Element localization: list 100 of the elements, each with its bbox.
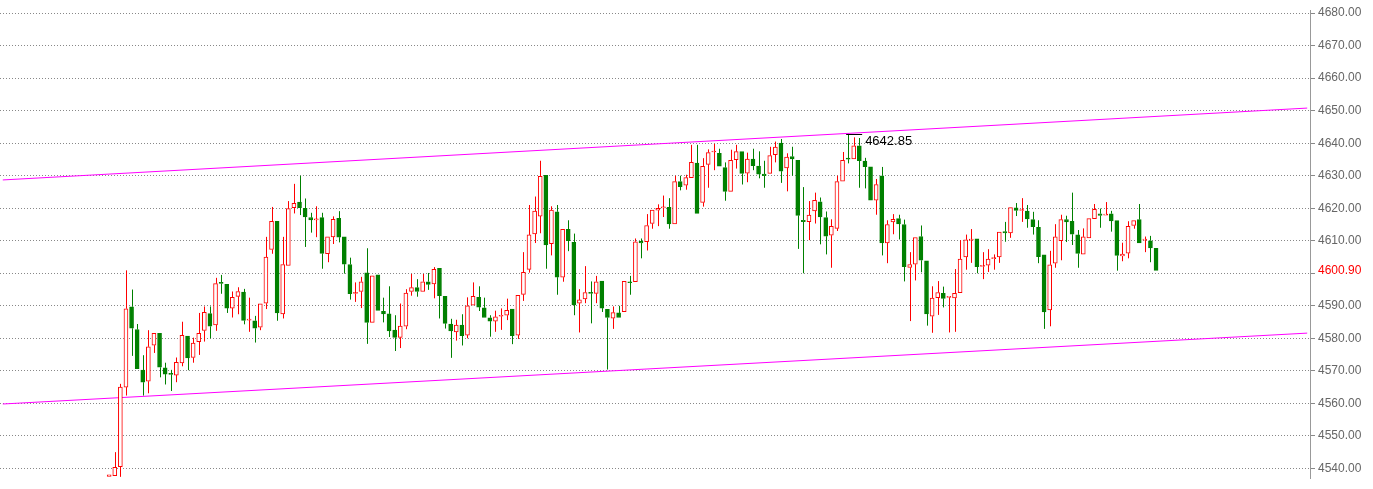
candlestick (185, 335, 190, 371)
candlestick (963, 234, 969, 271)
candlestick (638, 237, 644, 259)
candlestick (661, 195, 666, 218)
candlestick (409, 273, 414, 297)
candlestick (532, 196, 537, 244)
candlestick (1108, 210, 1114, 233)
candlestick (118, 383, 123, 478)
candlestick (705, 148, 711, 189)
candlestick (420, 273, 425, 292)
candlestick (364, 247, 370, 345)
candlestick (605, 309, 610, 371)
y-tick-label: 4590.00 (1318, 298, 1362, 313)
candlestick (341, 236, 347, 275)
candlestick (392, 314, 398, 352)
candlestick (857, 137, 862, 189)
candlestick (297, 175, 302, 216)
candlestick (1052, 223, 1058, 269)
candlestick (896, 214, 901, 240)
candlestick (140, 354, 146, 397)
candlestick (829, 218, 834, 269)
candlestick (644, 213, 649, 252)
candlestick (280, 236, 286, 319)
candlestick (453, 319, 459, 342)
candlestick (968, 228, 974, 264)
candlestick (230, 290, 235, 319)
candlestick (1075, 229, 1080, 269)
candlestick (224, 284, 230, 314)
candlestick (157, 333, 162, 378)
candlestick (885, 219, 890, 264)
candlestick (745, 152, 750, 183)
candlestick (129, 289, 134, 357)
candlestick (202, 305, 207, 343)
candlestick (571, 233, 577, 316)
candlestick (756, 150, 761, 179)
candlestick (868, 166, 873, 201)
candlestick (1092, 203, 1097, 219)
annotation: 4642.85 (865, 133, 913, 149)
candlestick (1148, 235, 1153, 263)
candlestick (241, 288, 246, 325)
candlestick (912, 237, 918, 281)
y-tick-label: 4620.00 (1318, 200, 1362, 215)
candlestick (599, 280, 605, 313)
candlestick (879, 166, 885, 256)
y-tick-label: 4670.00 (1318, 37, 1362, 52)
candlestick (823, 210, 829, 255)
candlestick (940, 286, 946, 308)
candlestick (146, 329, 151, 394)
candlestick (1136, 203, 1142, 244)
candlestick (1131, 220, 1136, 230)
candlestick (257, 303, 263, 331)
candlestick (996, 231, 1002, 264)
candlestick (739, 151, 745, 185)
candlestick (560, 229, 565, 283)
candlestick (112, 451, 118, 476)
y-tick-label: 4610.00 (1318, 233, 1362, 248)
candlestick (285, 200, 291, 266)
candlestick (700, 157, 705, 208)
y-tick-label: 4630.00 (1318, 168, 1362, 183)
candlestick (1064, 215, 1069, 243)
y-tick-label: 4560.00 (1318, 395, 1362, 410)
y-tick-label: 4640.00 (1318, 135, 1362, 150)
candlestick (784, 152, 789, 192)
candlestick (565, 219, 571, 252)
candlestick (504, 298, 509, 321)
candlestick (789, 146, 795, 177)
candlestick (252, 315, 258, 344)
candlestick (549, 205, 554, 256)
candlestick (476, 285, 481, 312)
candlestick (213, 277, 218, 332)
candlestick (767, 146, 773, 174)
candlestick (196, 312, 202, 356)
candlestick (1097, 208, 1103, 229)
y-tick-label: 4550.00 (1318, 428, 1362, 443)
candlestick (369, 275, 375, 323)
candlestick (509, 308, 515, 345)
candlestick (683, 174, 689, 191)
y-tick-label: 4680.00 (1318, 5, 1362, 20)
y-tick-label: 4570.00 (1318, 363, 1362, 378)
y-tick-label: 4580.00 (1318, 330, 1362, 345)
candlestick (952, 268, 957, 333)
candlestick (397, 303, 403, 349)
candlestick (924, 260, 929, 327)
candlestick (907, 251, 913, 322)
candlestick (627, 275, 633, 296)
candlestick (845, 133, 851, 164)
candlestick (106, 474, 112, 477)
candlestick (336, 210, 342, 243)
candlestick (448, 318, 453, 359)
candlestick (174, 357, 179, 383)
candlestick (851, 136, 857, 160)
candlestick (633, 237, 638, 283)
y-tick-label: 4650.00 (1318, 103, 1362, 117)
candlestick (812, 192, 817, 225)
candlestick (1103, 201, 1108, 216)
candlestick (840, 151, 845, 182)
candlestick (689, 144, 694, 178)
candlestick (621, 281, 627, 312)
candlestick (269, 206, 274, 255)
candlestick (521, 251, 526, 302)
